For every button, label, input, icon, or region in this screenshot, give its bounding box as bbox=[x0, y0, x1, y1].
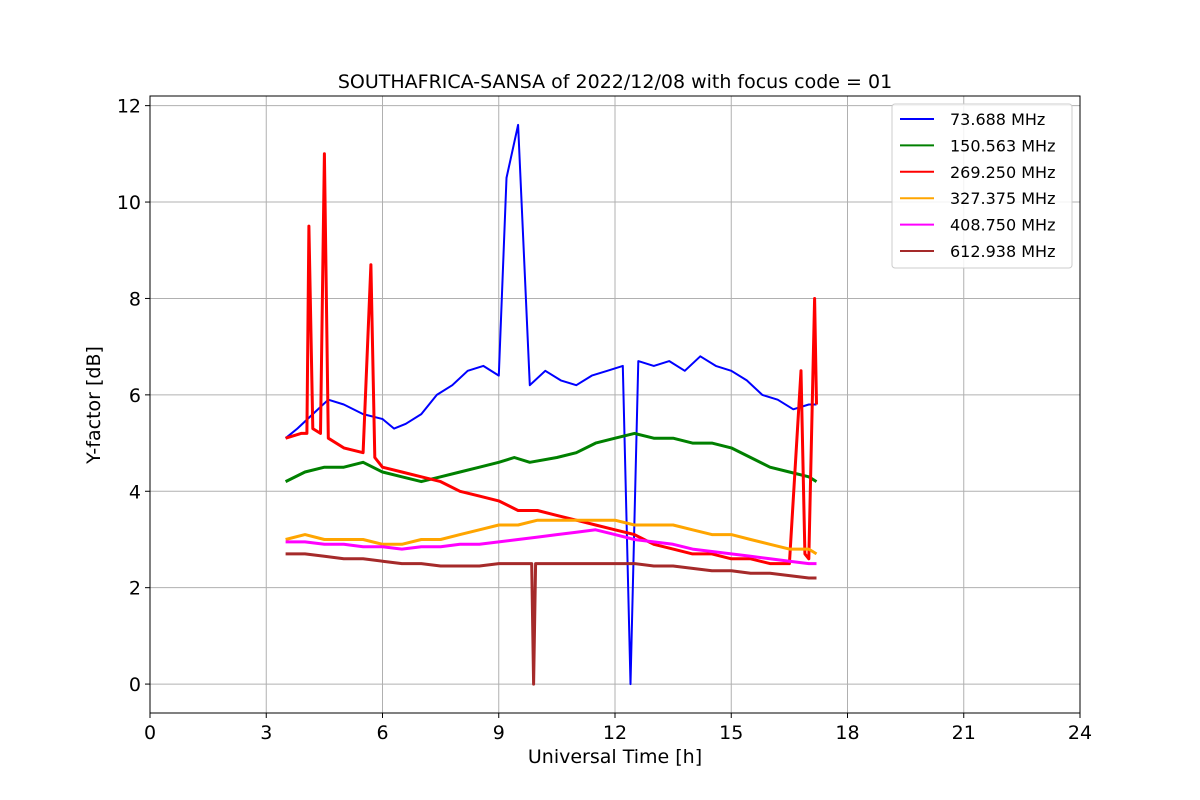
legend-label: 327.375 MHz bbox=[950, 189, 1055, 208]
chart-figure: SOUTHAFRICA-SANSA of 2022/12/08 with foc… bbox=[0, 0, 1200, 800]
x-tick-label: 9 bbox=[493, 722, 505, 744]
y-tick-label: 8 bbox=[129, 288, 141, 310]
y-tick-label: 10 bbox=[117, 192, 141, 214]
y-tick-label: 0 bbox=[129, 674, 141, 696]
legend: 73.688 MHz 150.563 MHz 269.250 MHz 327.375 … bbox=[892, 104, 1072, 268]
x-tick-label: 15 bbox=[719, 722, 743, 744]
x-axis: 0 3 6 9 12 15 18 21 24 bbox=[144, 713, 1092, 744]
series-line-3 bbox=[286, 520, 817, 554]
x-tick-label: 24 bbox=[1068, 722, 1092, 744]
legend-label: 408.750 MHz bbox=[950, 216, 1055, 235]
y-tick-label: 4 bbox=[129, 481, 141, 503]
legend-label: 73.688 MHz bbox=[950, 110, 1045, 129]
series-layer bbox=[286, 125, 817, 684]
x-tick-label: 12 bbox=[603, 722, 627, 744]
chart-title: SOUTHAFRICA-SANSA of 2022/12/08 with foc… bbox=[338, 71, 892, 93]
x-tick-label: 0 bbox=[144, 722, 156, 744]
y-tick-label: 12 bbox=[117, 96, 141, 118]
x-tick-label: 21 bbox=[952, 722, 976, 744]
y-tick-label: 6 bbox=[129, 385, 141, 407]
series-line-5 bbox=[286, 554, 817, 684]
legend-label: 269.250 MHz bbox=[950, 163, 1055, 182]
x-tick-label: 6 bbox=[376, 722, 388, 744]
y-axis: 0 2 4 6 8 10 12 bbox=[117, 96, 150, 696]
legend-label: 612.938 MHz bbox=[950, 242, 1055, 261]
y-axis-label: Y-factor [dB] bbox=[83, 346, 105, 465]
x-axis-label: Universal Time [h] bbox=[528, 746, 702, 768]
x-tick-label: 3 bbox=[260, 722, 272, 744]
series-line-2 bbox=[286, 154, 817, 564]
y-tick-label: 2 bbox=[129, 578, 141, 600]
x-tick-label: 18 bbox=[835, 722, 859, 744]
series-line-1 bbox=[286, 433, 817, 481]
legend-label: 150.563 MHz bbox=[950, 136, 1055, 155]
